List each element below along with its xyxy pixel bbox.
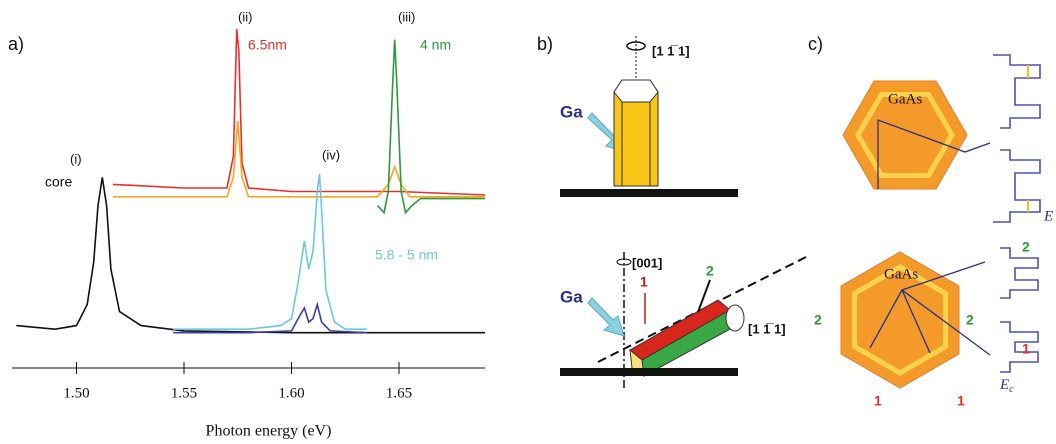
spectrum	[16, 177, 485, 334]
panel-b: b) [1 1̅ 1] Ga [001] Ga 1 2 [1 1̅ 1]	[537, 34, 809, 388]
panel-label: a)	[8, 34, 24, 54]
panel-a: a) 1.50 1.55 1.60 1.65 Photon energy (eV) core…	[8, 9, 486, 440]
axis-label: [001]	[632, 255, 662, 270]
energy-label: E	[1043, 208, 1053, 224]
rotation-arrow	[616, 258, 632, 266]
band-profile	[1000, 247, 1039, 373]
substrate	[560, 189, 738, 197]
peak-label: (iii)	[398, 9, 415, 24]
panel-label: b)	[537, 34, 553, 54]
panel-label: c)	[808, 34, 823, 54]
peak-label: (ii)	[238, 9, 252, 24]
facet-label: 2	[814, 312, 822, 328]
facet-label: 1	[874, 393, 882, 409]
facet-label: 2	[706, 263, 714, 279]
series-label: 4 nm	[420, 37, 451, 53]
x-tick-label: 1.65	[386, 385, 412, 401]
core-label: GaAs	[888, 91, 922, 107]
x-tick-label: 1.50	[63, 385, 89, 401]
spectrum	[173, 301, 367, 334]
pointer	[877, 119, 991, 189]
band-profile	[993, 54, 1041, 223]
x-axis-label: Photon energy (eV)	[206, 423, 332, 440]
peak-label: (i)	[70, 151, 82, 166]
axis-label: [1 1̅ 1]	[652, 43, 690, 58]
axis-label: [1 1̅ 1]	[748, 321, 786, 336]
core	[861, 97, 949, 173]
flux-arrow	[587, 297, 625, 337]
facet-label: 2	[966, 312, 974, 328]
pointer	[697, 279, 711, 313]
energy-label: Ec	[999, 377, 1014, 395]
core	[857, 270, 943, 370]
spectrum	[112, 29, 486, 196]
ga-label: Ga	[560, 102, 583, 121]
spectrum	[173, 173, 367, 330]
ga-label: Ga	[560, 287, 583, 306]
core-label: GaAs	[884, 266, 918, 282]
series-label: 6.5nm	[248, 37, 287, 53]
facet-label: 2	[1022, 239, 1030, 255]
series-label: core	[45, 174, 72, 190]
spectrum	[376, 39, 485, 215]
facet-label: 1	[957, 393, 965, 409]
nanowire-top	[613, 79, 659, 103]
substrate	[560, 368, 738, 376]
pointer	[869, 289, 991, 356]
x-tick-label: 1.55	[171, 385, 197, 401]
panel-c: c) GaAs E GaAs 2 2 2 1 1 1 Ec	[808, 34, 1053, 409]
spectrum	[113, 120, 485, 198]
series-label: 5.8 - 5 nm	[375, 247, 438, 263]
facet-label: 1	[1022, 341, 1030, 357]
facet-label: 1	[640, 274, 648, 290]
x-tick-label: 1.60	[278, 385, 304, 401]
peak-label: (iv)	[322, 147, 340, 162]
wire-end	[725, 304, 745, 332]
